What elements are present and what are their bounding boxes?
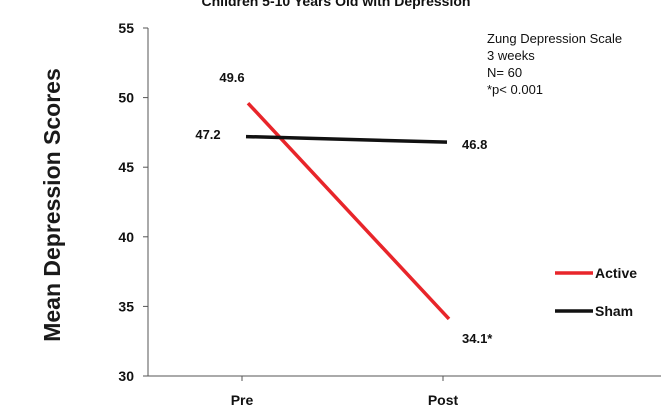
y-tick-label: 30 <box>118 368 134 384</box>
x-tick-group: Pre Post <box>231 376 459 408</box>
data-label-active: 49.6 <box>219 70 244 85</box>
legend-label-sham: Sham <box>595 303 633 319</box>
legend: Active Sham <box>555 265 637 319</box>
data-label-group: 49.6 34.1* 47.2 46.8 <box>195 70 493 346</box>
series-line-sham <box>245 134 448 144</box>
annotation-line: *p< 0.001 <box>487 82 543 97</box>
series-group <box>245 101 451 321</box>
y-tick-label: 40 <box>118 229 134 245</box>
chart-title: Children 5-10 Years Old with Depression <box>202 0 471 9</box>
y-tick-label: 35 <box>118 298 134 314</box>
y-tick-label: 45 <box>118 159 134 175</box>
annotation-line: N= 60 <box>487 65 522 80</box>
y-tick-group: 30 35 40 45 50 55 <box>118 20 148 384</box>
legend-label-active: Active <box>595 265 637 281</box>
x-tick-label: Pre <box>231 392 254 408</box>
x-tick-label: Post <box>428 392 459 408</box>
annotation-block: Zung Depression Scale 3 weeks N= 60 *p< 0.0… <box>487 31 622 97</box>
annotation-line: Zung Depression Scale <box>487 31 622 46</box>
y-tick-label: 50 <box>118 90 134 106</box>
series-line-active <box>246 101 451 321</box>
data-label-sham: 46.8 <box>462 137 487 152</box>
y-tick-label: 55 <box>118 20 134 36</box>
annotation-line: 3 weeks <box>487 48 535 63</box>
y-axis-label: Mean Depression Scores <box>39 68 65 342</box>
data-label-active: 34.1* <box>462 331 493 346</box>
data-label-sham: 47.2 <box>195 127 220 142</box>
